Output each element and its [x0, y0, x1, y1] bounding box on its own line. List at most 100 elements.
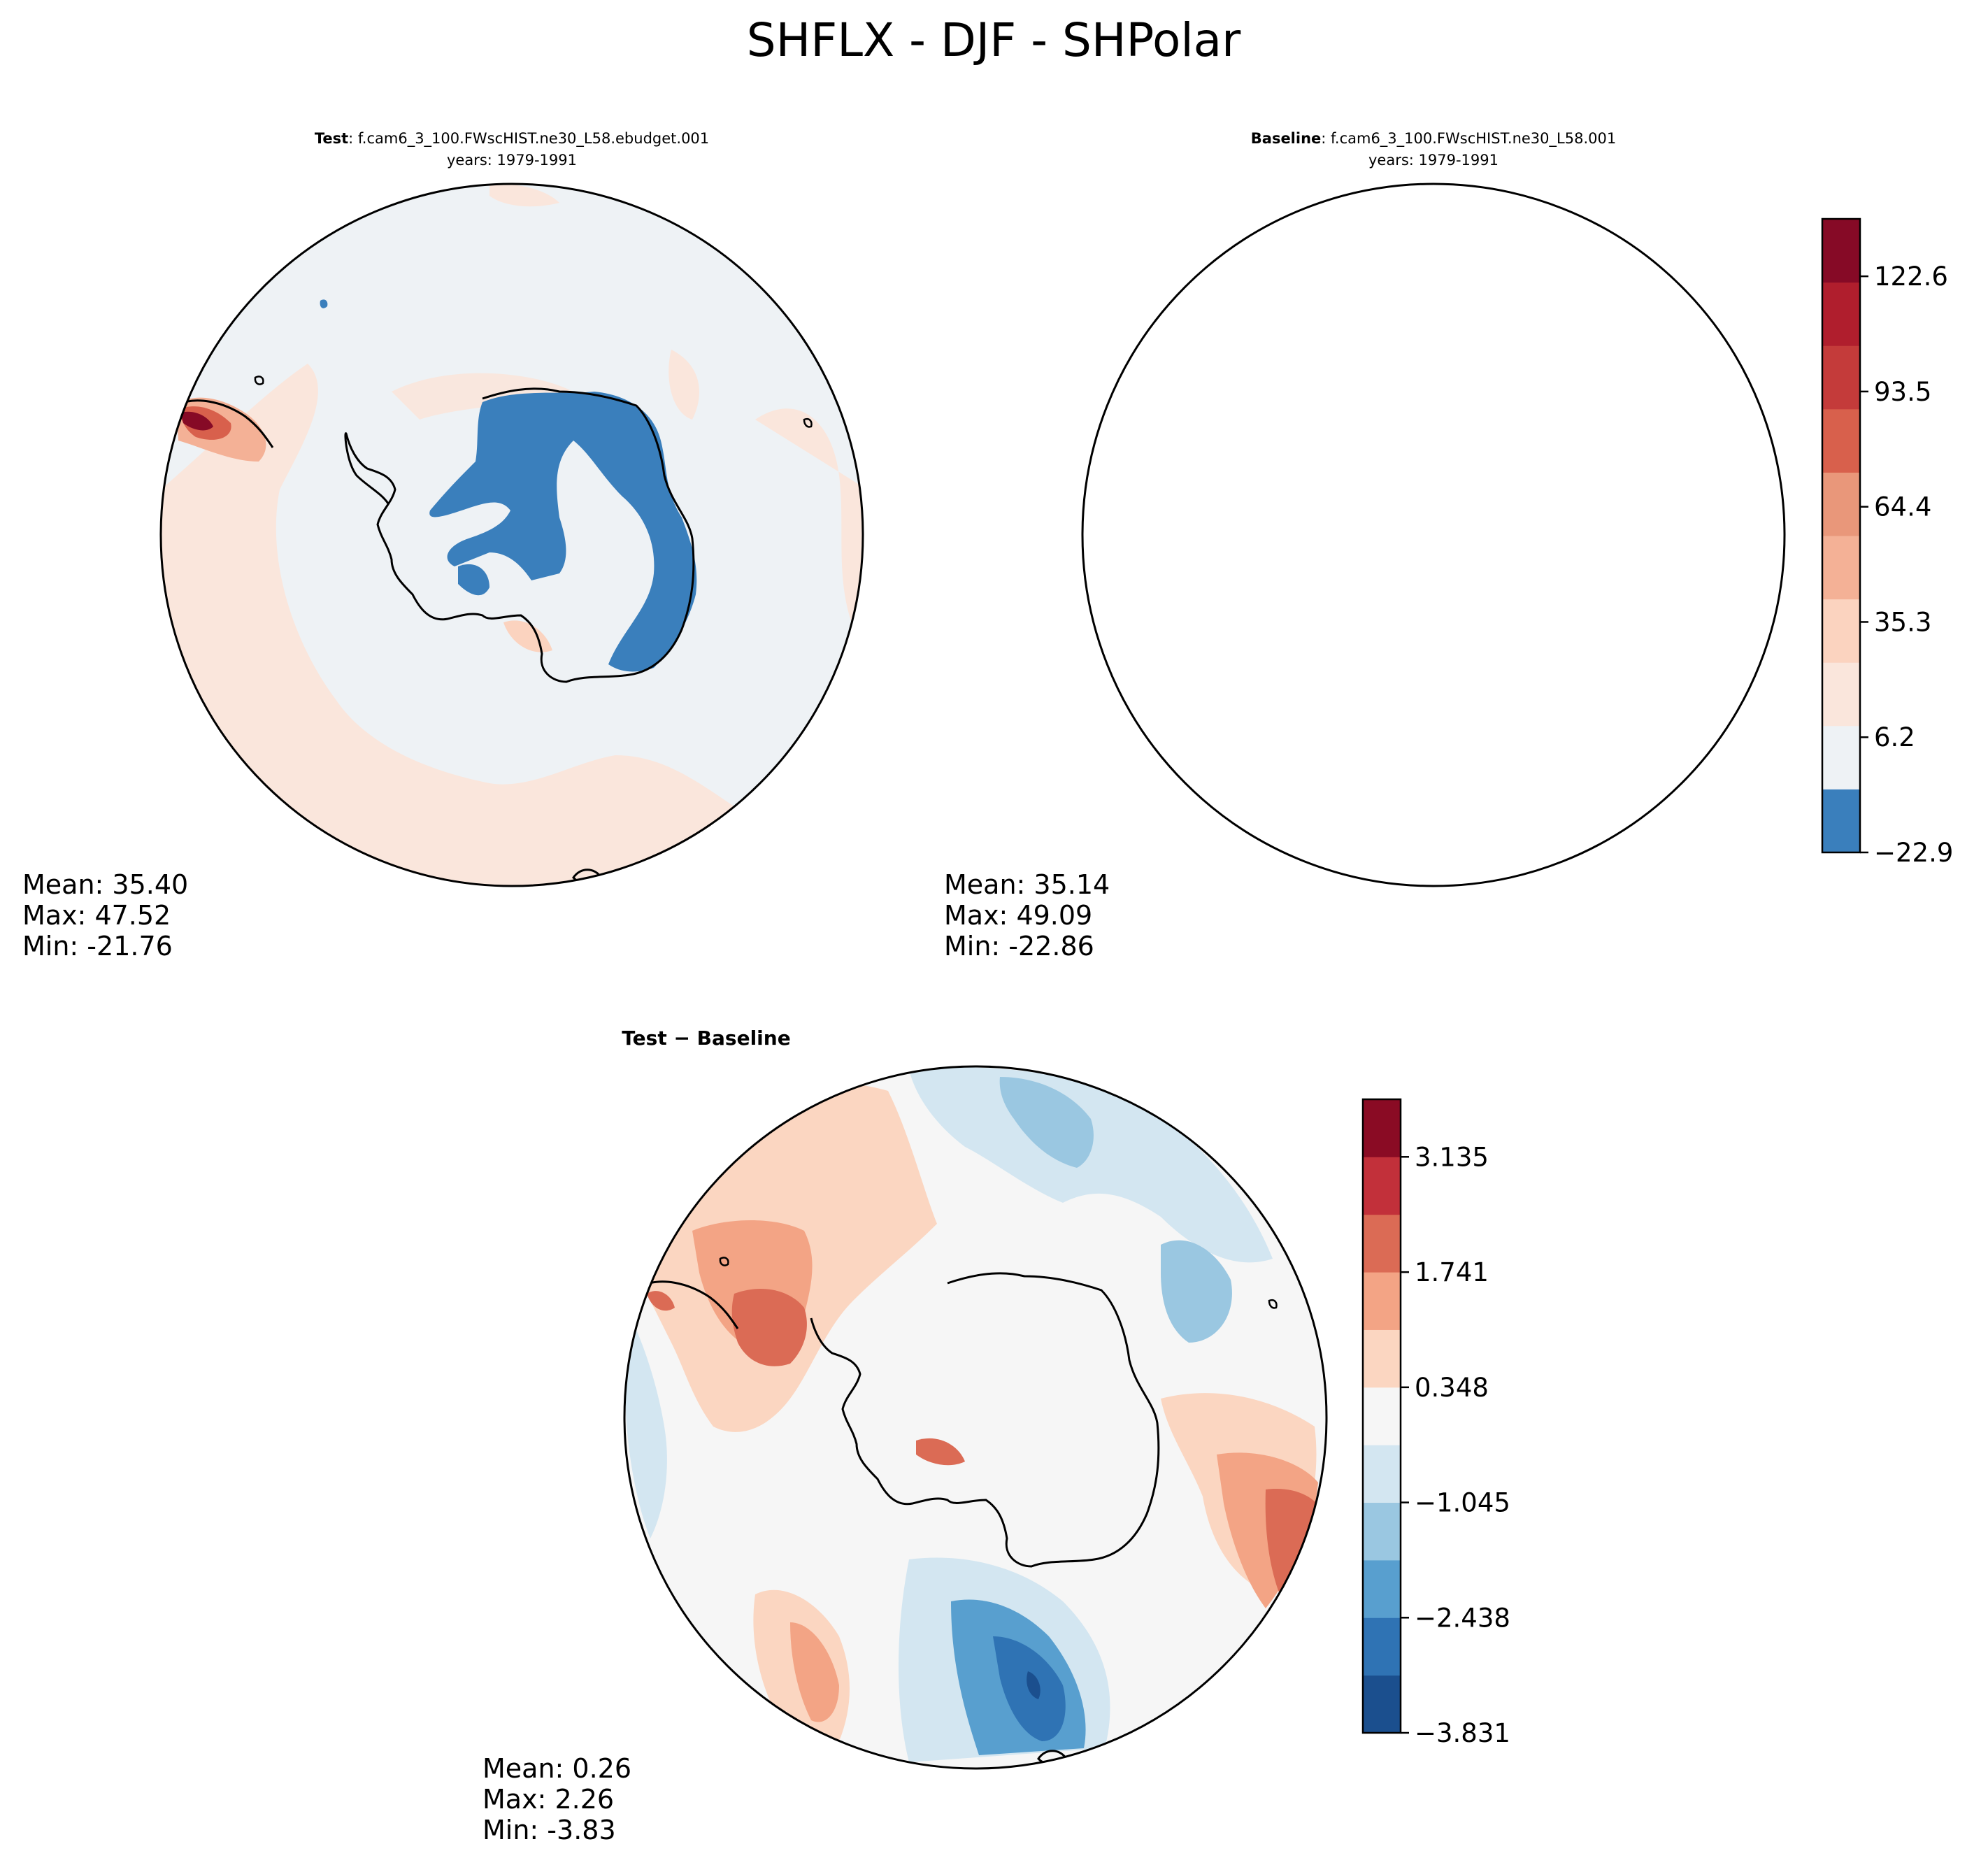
colorbar-diff-tick-label: −2.438 — [1415, 1603, 1510, 1633]
panel-baseline-title-rest: : f.cam6_3_100.FWscHIST.ne30_L58.001 — [1321, 130, 1616, 148]
map-diff-cool-west — [625, 1315, 667, 1538]
panel-test-title: Test: f.cam6_3_100.FWscHIST.ne30_L58.ebu… — [315, 130, 709, 148]
colorbar-top-segment — [1822, 472, 1860, 536]
map-diff-border — [623, 1065, 1328, 1770]
map-diff-cool-northstrong — [999, 1077, 1094, 1168]
map-baseline-pos-region-east — [1677, 408, 1803, 811]
stats-diff-mean: Mean: 0.26 — [482, 1753, 631, 1784]
stats-diff-min: Min: -3.83 — [482, 1815, 616, 1845]
stats-baseline-max: Max: 49.09 — [944, 900, 1092, 931]
map-baseline-pos-patch-1 — [1590, 350, 1621, 420]
colorbar-diff-segment — [1363, 1157, 1401, 1215]
map-baseline-neg-blob-2 — [1380, 564, 1411, 595]
map-diff-coast — [810, 1272, 1160, 1568]
map-test-coast — [344, 387, 695, 683]
colorbar-diff-segment — [1363, 1387, 1401, 1445]
colorbar-diff-segment — [1363, 1502, 1401, 1561]
map-test-neg-blob-1 — [320, 299, 328, 308]
map-diff-warm-east-hot — [1265, 1489, 1322, 1594]
map-diff-warm-peninsula — [916, 1438, 965, 1466]
map-test-pos-patch-1 — [668, 350, 699, 420]
map-test-island-1 — [254, 376, 264, 385]
map-test — [161, 184, 863, 886]
map-diff-warm-southwest-mid — [790, 1622, 839, 1722]
map-baseline-island-1 — [1177, 376, 1185, 384]
map-diff-warm-hot — [731, 1288, 807, 1366]
colorbar-top-segment — [1822, 345, 1860, 410]
colorbar-diff-segment — [1363, 1272, 1401, 1330]
panel-test-title-rest: : f.cam6_3_100.FWscHIST.ne30_L58.ebudget… — [348, 130, 709, 148]
map-test-south-america-tip — [174, 399, 274, 448]
map-test-border — [159, 183, 864, 887]
colorbar-top-segment — [1822, 536, 1860, 600]
panel-baseline-title-bold: Baseline — [1251, 130, 1322, 147]
map-test-pos-region-west — [161, 364, 741, 886]
map-baseline-pos-patch-2 — [1425, 620, 1474, 652]
map-diff — [624, 1066, 1326, 1768]
map-baseline-hotspot-mid — [1101, 406, 1153, 440]
colorbar-diff-segment — [1363, 1559, 1401, 1618]
panel-test-subtitle: years: 1979-1991 — [447, 152, 577, 169]
colorbar-diff-tick-label: 0.348 — [1415, 1373, 1489, 1403]
map-baseline-neg-region — [1351, 392, 1618, 671]
map-test-island-2 — [803, 418, 813, 428]
colorbar-top-tick-label: −22.9 — [1874, 838, 1953, 868]
stats-test-mean: Mean: 35.40 — [22, 869, 188, 900]
colorbar-diff-segment — [1363, 1099, 1401, 1157]
colorbar-top-tick-label: 93.5 — [1874, 377, 1931, 407]
map-baseline-island-2 — [1726, 419, 1733, 427]
stats-test-max: Max: 47.52 — [22, 900, 171, 931]
panel-test-title-bold: Test — [315, 130, 348, 147]
map-baseline-south-america-tip — [1096, 401, 1194, 448]
map-diff-island-1 — [719, 1257, 729, 1266]
panel-baseline-subtitle: years: 1979-1991 — [1368, 152, 1499, 169]
map-test-neg-region — [429, 392, 697, 672]
map-test-hotspot-core — [180, 411, 213, 431]
colorbar-diff-segment — [1363, 1214, 1401, 1273]
map-baseline-border — [1081, 183, 1786, 887]
colorbar-top-segment — [1822, 662, 1860, 727]
stats-diff-max: Max: 2.26 — [482, 1784, 614, 1815]
colorbar-top: −22.9 6.2 35.3 64.4 93.5 122.6 — [1821, 217, 1953, 868]
map-baseline-pos-region-west — [1082, 364, 1663, 895]
panel-baseline: Baseline: f.cam6_3_100.FWscHIST.ne30_L58… — [944, 130, 1831, 962]
stats-baseline-mean: Mean: 35.14 — [944, 869, 1110, 900]
map-diff-warm-tip — [647, 1291, 675, 1311]
colorbar-diff-tick-label: −1.045 — [1415, 1488, 1510, 1518]
stats-test-min: Min: -21.76 — [22, 931, 173, 962]
colorbar-top-tick-label: 6.2 — [1874, 722, 1915, 752]
map-baseline-ocean — [1061, 175, 1831, 909]
colorbar-top-tick-label: 64.4 — [1874, 492, 1931, 522]
map-test-neg-blob-2 — [458, 564, 489, 596]
panel-test: Test: f.cam6_3_100.FWscHIST.ne30_L58.ebu… — [22, 130, 864, 962]
figure-title: SHFLX - DJF - SHPolar — [747, 13, 1241, 67]
colorbar-diff: −3.831 −2.438 −1.045 0.348 1.741 3.135 — [1361, 1098, 1510, 1748]
colorbar-top-segment — [1822, 599, 1860, 663]
colorbar-diff-tick-label: −3.831 — [1415, 1718, 1510, 1748]
colorbar-top-segment — [1822, 219, 1860, 283]
map-diff-island-2 — [1268, 1299, 1278, 1309]
colorbar-top-segment — [1822, 789, 1860, 853]
colorbar-diff-segment — [1363, 1445, 1401, 1503]
map-diff-south-america-tip — [639, 1280, 739, 1329]
colorbar-top-segment — [1822, 725, 1860, 789]
panel-diff: Test − Baseline — [482, 1027, 1328, 1845]
panel-diff-title: Test − Baseline — [622, 1027, 790, 1050]
panel-baseline-title: Baseline: f.cam6_3_100.FWscHIST.ne30_L58… — [1251, 130, 1616, 148]
colorbar-diff-frame — [1361, 1098, 1402, 1734]
map-diff-cool-north — [909, 1067, 1273, 1263]
colorbar-top-tick-label: 122.6 — [1874, 262, 1948, 292]
colorbar-top-segment — [1822, 282, 1860, 346]
map-diff-cool-east — [1161, 1240, 1232, 1343]
map-test-pos-ring — [392, 373, 573, 420]
colorbar-diff-tick-label: 3.135 — [1415, 1142, 1489, 1172]
map-baseline-coast — [1267, 389, 1615, 682]
colorbar-top-frame — [1821, 217, 1861, 854]
colorbar-top-tick-label: 35.3 — [1874, 607, 1931, 637]
map-baseline-hotspot-core — [1102, 412, 1135, 431]
map-test-pos-top — [489, 184, 559, 207]
map-baseline-neg-blob-1 — [1239, 299, 1252, 312]
map-baseline-pos-ring — [1313, 373, 1495, 420]
colorbar-top-segment — [1822, 408, 1860, 473]
